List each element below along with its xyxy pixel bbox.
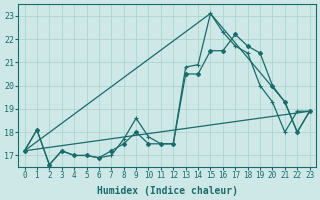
X-axis label: Humidex (Indice chaleur): Humidex (Indice chaleur) bbox=[97, 186, 237, 196]
